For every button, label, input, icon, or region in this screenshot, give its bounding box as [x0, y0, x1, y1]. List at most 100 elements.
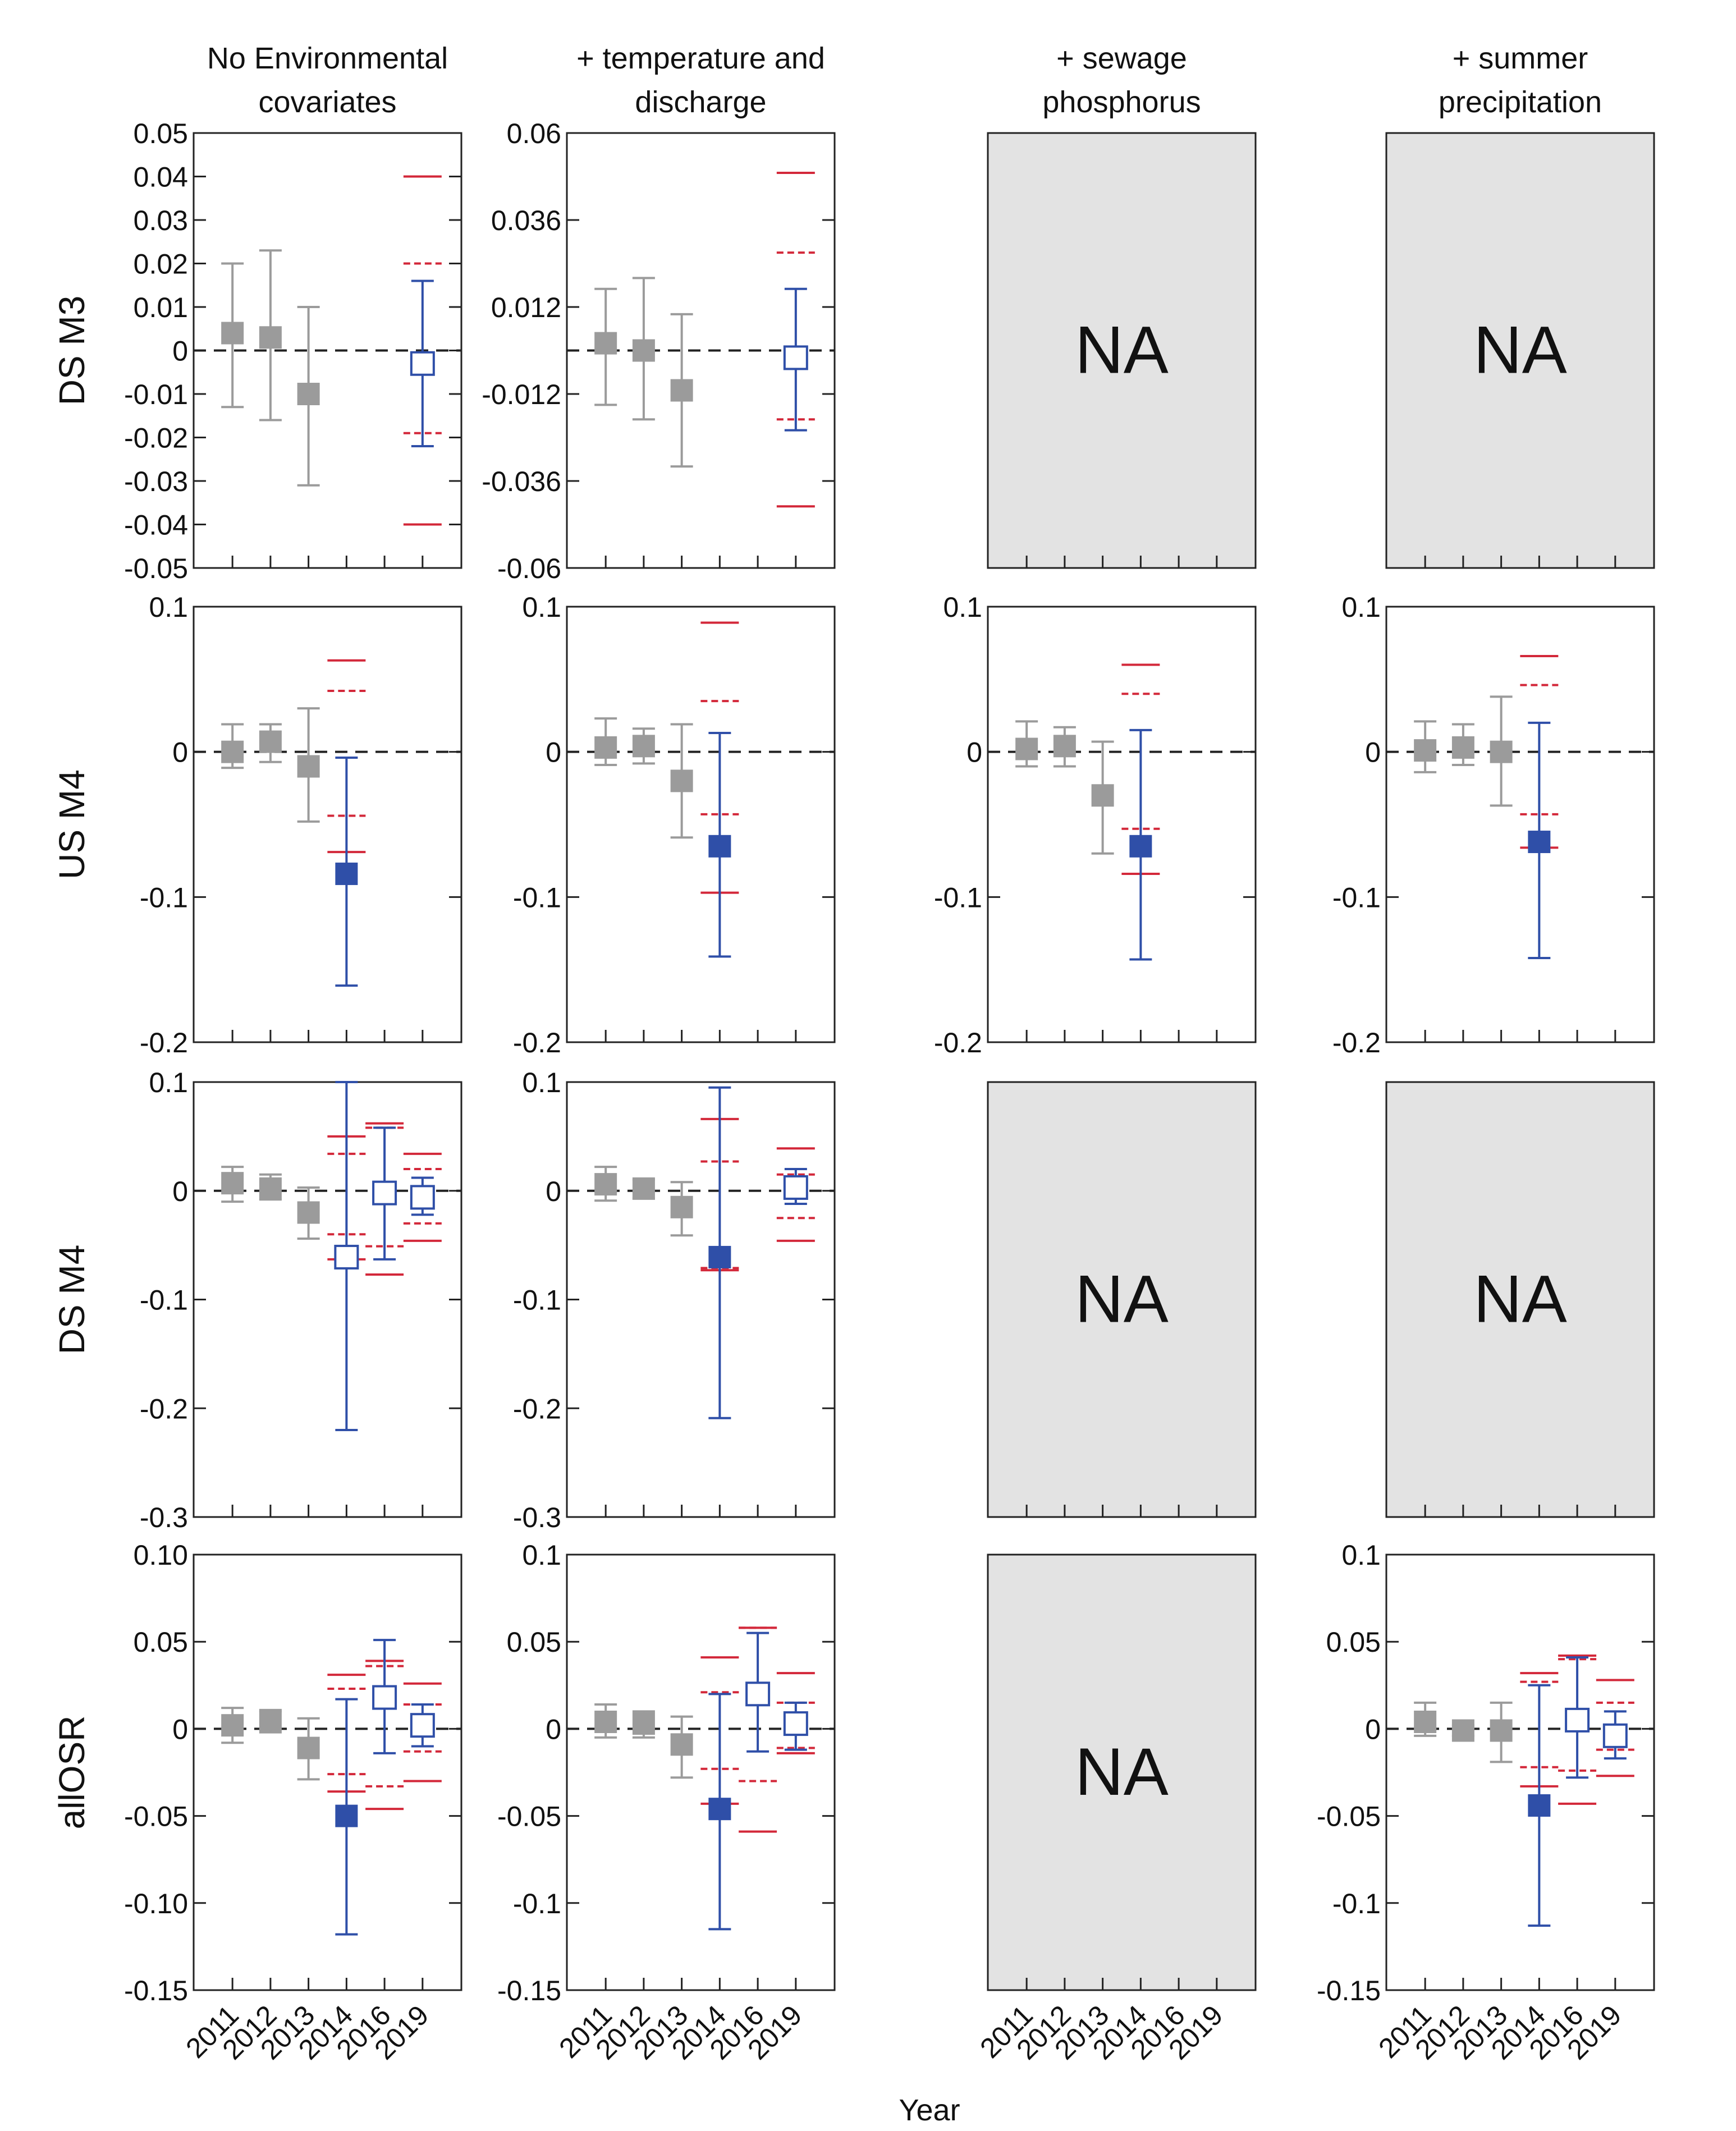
panel-r2-c1-2013-estimate: [297, 755, 320, 778]
panel-r2-c3-2012-estimate: [1053, 735, 1076, 758]
panel-r4-c4-2012-estimate: [1451, 1719, 1474, 1742]
panel-r2-c2-2013-estimate: [670, 769, 693, 792]
panel-r3-c2-ytick-label--0.2: -0.2: [513, 1393, 561, 1424]
panel-r1-c2-2011-estimate: [594, 332, 617, 355]
panel-r2-c3-ytick-label-0: 0: [967, 737, 982, 768]
panel-r4-c3-na-label: NA: [1075, 1734, 1169, 1809]
panel-r1-c4-frame: [1385, 132, 1655, 569]
panel-r4-c4-ytick-label--0.1: -0.1: [1332, 1888, 1381, 1919]
panel-r3-c1-ytick-label--0.2: -0.2: [140, 1393, 188, 1424]
column-title-3-line-2: phosphorus: [1042, 85, 1201, 119]
panel-r1-c2-2013-estimate: [670, 379, 693, 402]
panel-r4-c2-2016-estimate: [745, 1681, 771, 1707]
panel-r1-c1-ytick-label-0.05: 0.05: [134, 118, 188, 149]
panel-r1-c1-2011-estimate: [221, 322, 244, 345]
panel-r1-c1-2019-estimate: [410, 351, 435, 376]
panel-r2-c4-ytick-label--0.1: -0.1: [1332, 882, 1381, 913]
panel-r4-c1-2016-estimate: [372, 1685, 397, 1710]
panel-r4-c2-2012-estimate: [632, 1712, 655, 1735]
panel-r2-c2-2014-estimate: [708, 835, 731, 858]
panel-r2-c2-2012-estimate: [632, 735, 655, 758]
panel-r2-c2-ytick-label--0.1: -0.1: [513, 882, 561, 913]
panel-r3-c4-na-label: NA: [1473, 1262, 1567, 1337]
panel-r1-c1-ytick-label--0.02: -0.02: [124, 423, 188, 454]
panel-r3-c1-ytick-label-0.1: 0.1: [149, 1067, 188, 1098]
panel-r2-c3-ytick-label--0.2: -0.2: [934, 1027, 982, 1058]
panel-r1-c2-ytick-label--0.012: -0.012: [482, 379, 561, 410]
panel-r4-c1-ytick-label--0.15: -0.15: [124, 1975, 188, 2006]
panel-r4-c2-2014-estimate: [708, 1798, 731, 1821]
panel-r1-c1-ytick-label-0: 0: [172, 336, 188, 367]
panel-r4-c1-ytick-label--0.10: -0.10: [124, 1888, 188, 1919]
panel-r2-c3-2014-estimate: [1129, 835, 1152, 858]
panel-r2-c2-2011-estimate: [594, 736, 617, 759]
panel-r3-c2-ytick-label--0.3: -0.3: [513, 1502, 561, 1533]
panel-r3-c2-frame: [566, 1081, 836, 1518]
panel-r1-c2-2019-estimate: [783, 345, 808, 370]
panel-r4-c2-ytick-label-0.05: 0.05: [507, 1626, 561, 1658]
panel-r1-c1-2012-estimate: [259, 326, 282, 349]
panel-r4-c2-ytick-label--0.1: -0.1: [513, 1888, 561, 1919]
panel-r4-c1-ytick-label--0.05: -0.05: [124, 1801, 188, 1832]
panel-r4-c4-ytick-label-0.05: 0.05: [1326, 1626, 1381, 1658]
panel-r2-c4-frame: [1385, 606, 1655, 1043]
panel-r2-c4-2012-estimate: [1451, 736, 1474, 759]
panel-r4-c1-2012-estimate: [259, 1708, 282, 1731]
panel-r4-c4-ytick-label-0: 0: [1365, 1713, 1381, 1745]
panel-r1-c4-na-label: NA: [1473, 313, 1567, 388]
panel-r4-c2-ytick-label-0.1: 0.1: [522, 1539, 561, 1571]
panel-r3-c1-ytick-label--0.1: -0.1: [140, 1285, 188, 1316]
panel-r4-c4-frame: [1385, 1553, 1655, 1991]
panel-r1-c1-ytick-label--0.01: -0.01: [124, 379, 188, 410]
panel-r2-c2-ytick-label-0: 0: [546, 737, 561, 768]
panel-r4-c2-2019-estimate: [783, 1711, 808, 1736]
panel-r3-c2-ytick-label-0: 0: [546, 1176, 561, 1207]
panel-r3-c1-2019-estimate: [410, 1185, 435, 1210]
panel-r4-c2-ytick-label-0: 0: [546, 1713, 561, 1745]
panel-r1-c1-2013-estimate: [297, 383, 320, 405]
panel-r3-c1-2012-estimate: [259, 1177, 282, 1200]
panel-r3-c1-ytick-label-0: 0: [172, 1176, 188, 1207]
panel-r4-c4-ytick-label-0.1: 0.1: [1341, 1539, 1381, 1571]
panel-r1-c1-ytick-label-0.04: 0.04: [134, 162, 188, 193]
panel-r1-c2-ytick-label-0.06: 0.06: [507, 118, 561, 149]
panel-r1-c1-ytick-label-0.02: 0.02: [134, 249, 188, 280]
panel-r2-c3-ytick-label-0.1: 0.1: [943, 592, 982, 623]
panel-r4-c1-ytick-label-0.05: 0.05: [134, 1626, 188, 1658]
panel-r1-c2-ytick-label--0.036: -0.036: [482, 466, 561, 497]
panel-r4-c4-2013-estimate: [1490, 1719, 1513, 1742]
panel-r2-c4-2013-estimate: [1490, 740, 1513, 763]
panel-r4-c4-2019-estimate: [1602, 1723, 1628, 1748]
panel-r2-c2-ytick-label--0.2: -0.2: [513, 1027, 561, 1058]
panel-r1-c3-frame: [987, 132, 1257, 569]
panel-r2-c4-2011-estimate: [1414, 739, 1437, 762]
panel-r3-c1-frame: [193, 1081, 462, 1518]
panel-r2-c3-ytick-label--0.1: -0.1: [934, 882, 982, 913]
panel-r2-c1-frame: [193, 606, 462, 1043]
column-title-2-line-2: discharge: [635, 85, 766, 119]
panel-r4-c1-2019-estimate: [410, 1713, 435, 1738]
panel-r4-c1-frame: [193, 1553, 462, 1991]
panel-r2-c1-2014-estimate: [335, 862, 358, 885]
panel-r3-c4-frame: [1385, 1081, 1655, 1518]
panel-r1-c3-na-label: NA: [1075, 313, 1169, 388]
panel-r4-c4-2014-estimate: [1528, 1794, 1551, 1817]
column-title-2-line-1: + temperature and: [576, 42, 825, 75]
panel-r3-c2-2013-estimate: [670, 1195, 693, 1218]
panel-r4-c1-2014-estimate: [335, 1804, 358, 1827]
panel-r4-c4-ytick-label--0.15: -0.15: [1317, 1975, 1381, 2006]
panel-r2-c2-frame: [566, 606, 836, 1043]
panel-r2-c1-ytick-label-0: 0: [172, 737, 188, 768]
panel-r3-c1-2016-estimate: [372, 1180, 397, 1206]
panel-r2-c4-ytick-label--0.2: -0.2: [1332, 1027, 1381, 1058]
panel-r2-c1-ytick-label--0.1: -0.1: [140, 882, 188, 913]
panel-r3-c2-ytick-label-0.1: 0.1: [522, 1067, 561, 1098]
panel-r3-c2-ytick-label--0.1: -0.1: [513, 1285, 561, 1316]
panel-r3-c2-2011-estimate: [594, 1173, 617, 1196]
panel-r1-c1-ytick-label--0.04: -0.04: [124, 510, 188, 541]
row-title-1: DS M3: [52, 296, 92, 406]
panel-r4-c3-frame: [987, 1553, 1257, 1991]
panel-r4-c1-2013-estimate: [297, 1736, 320, 1759]
column-title-4-line-2: precipitation: [1439, 85, 1602, 119]
